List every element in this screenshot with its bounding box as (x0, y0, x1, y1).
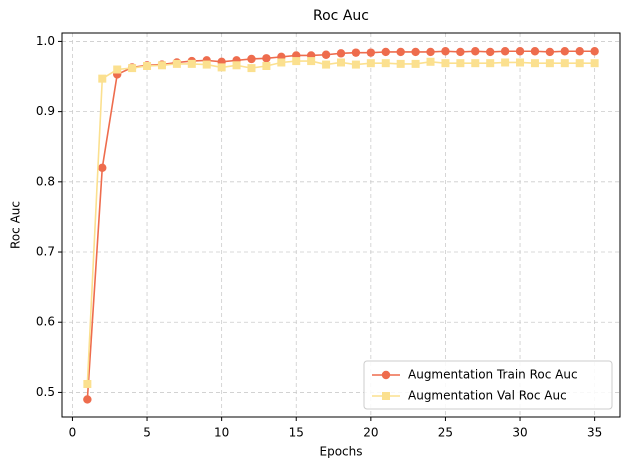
marker (471, 59, 480, 68)
marker (351, 60, 360, 69)
chart-title: Roc Auc (313, 8, 369, 24)
marker (336, 49, 346, 58)
marker (381, 370, 391, 380)
marker (83, 395, 92, 404)
marker (545, 47, 555, 57)
series-line (86, 50, 595, 400)
marker (471, 47, 480, 56)
x-axis-label: Epochs (320, 445, 363, 459)
marker (366, 48, 376, 57)
marker (351, 48, 361, 57)
marker (501, 58, 510, 67)
marker (530, 47, 540, 56)
marker (590, 47, 599, 56)
marker (381, 47, 390, 57)
marker (575, 59, 584, 68)
marker (411, 59, 420, 68)
marker (321, 50, 331, 59)
marker (247, 54, 256, 64)
marker (515, 47, 525, 56)
marker (382, 392, 390, 400)
plot-frame (61, 32, 621, 418)
marker (187, 59, 196, 68)
marker (262, 61, 271, 70)
marker (575, 47, 584, 56)
y-tick-label: 1.0 (36, 34, 55, 48)
y-tick-label: 0.9 (36, 104, 55, 118)
marker (277, 58, 286, 67)
marker (560, 47, 569, 56)
marker (545, 59, 554, 68)
legend-box (363, 360, 613, 410)
marker (486, 59, 495, 68)
x-tick-label: 5 (143, 426, 151, 440)
marker (128, 64, 137, 73)
x-tick-label: 30 (512, 426, 527, 440)
marker (262, 54, 271, 63)
y-axis-label: Roc Auc (9, 201, 23, 249)
marker (396, 47, 405, 57)
marker (530, 59, 539, 68)
marker (202, 60, 211, 69)
marker (500, 47, 510, 56)
marker (516, 58, 525, 67)
marker (441, 47, 450, 56)
marker (307, 57, 316, 66)
x-tick-label: 35 (587, 426, 602, 440)
marker (426, 57, 435, 66)
marker (322, 60, 331, 69)
y-tick-label: 0.8 (36, 174, 55, 188)
marker (172, 59, 181, 68)
series-line (86, 60, 595, 385)
marker (247, 64, 256, 73)
marker (426, 47, 435, 57)
marker (381, 59, 390, 68)
marker (456, 47, 465, 57)
marker (560, 59, 569, 68)
marker (217, 63, 226, 72)
marker (113, 65, 122, 74)
marker (337, 58, 345, 67)
marker (98, 74, 107, 83)
x-tick-label: 15 (289, 426, 304, 440)
marker (292, 57, 301, 66)
x-tick-label: 20 (363, 426, 378, 440)
marker (590, 59, 599, 68)
marker (456, 59, 465, 68)
marker (143, 61, 152, 70)
marker (366, 59, 375, 68)
y-tick-label: 0.7 (36, 245, 55, 259)
x-tick-label: 10 (214, 426, 229, 440)
marker (157, 61, 166, 70)
legend-label: Augmentation Train Roc Auc (408, 368, 578, 382)
marker (83, 380, 92, 389)
marker (441, 59, 450, 68)
x-tick-label: 0 (69, 426, 77, 440)
x-tick-label: 25 (438, 426, 453, 440)
marker (98, 163, 107, 172)
y-tick-label: 0.6 (36, 315, 55, 329)
legend-label: Augmentation Val Roc Auc (408, 389, 567, 403)
marker (396, 59, 405, 68)
y-tick-label: 0.5 (36, 385, 55, 399)
marker (232, 61, 241, 70)
marker (411, 47, 420, 57)
marker (485, 47, 495, 57)
